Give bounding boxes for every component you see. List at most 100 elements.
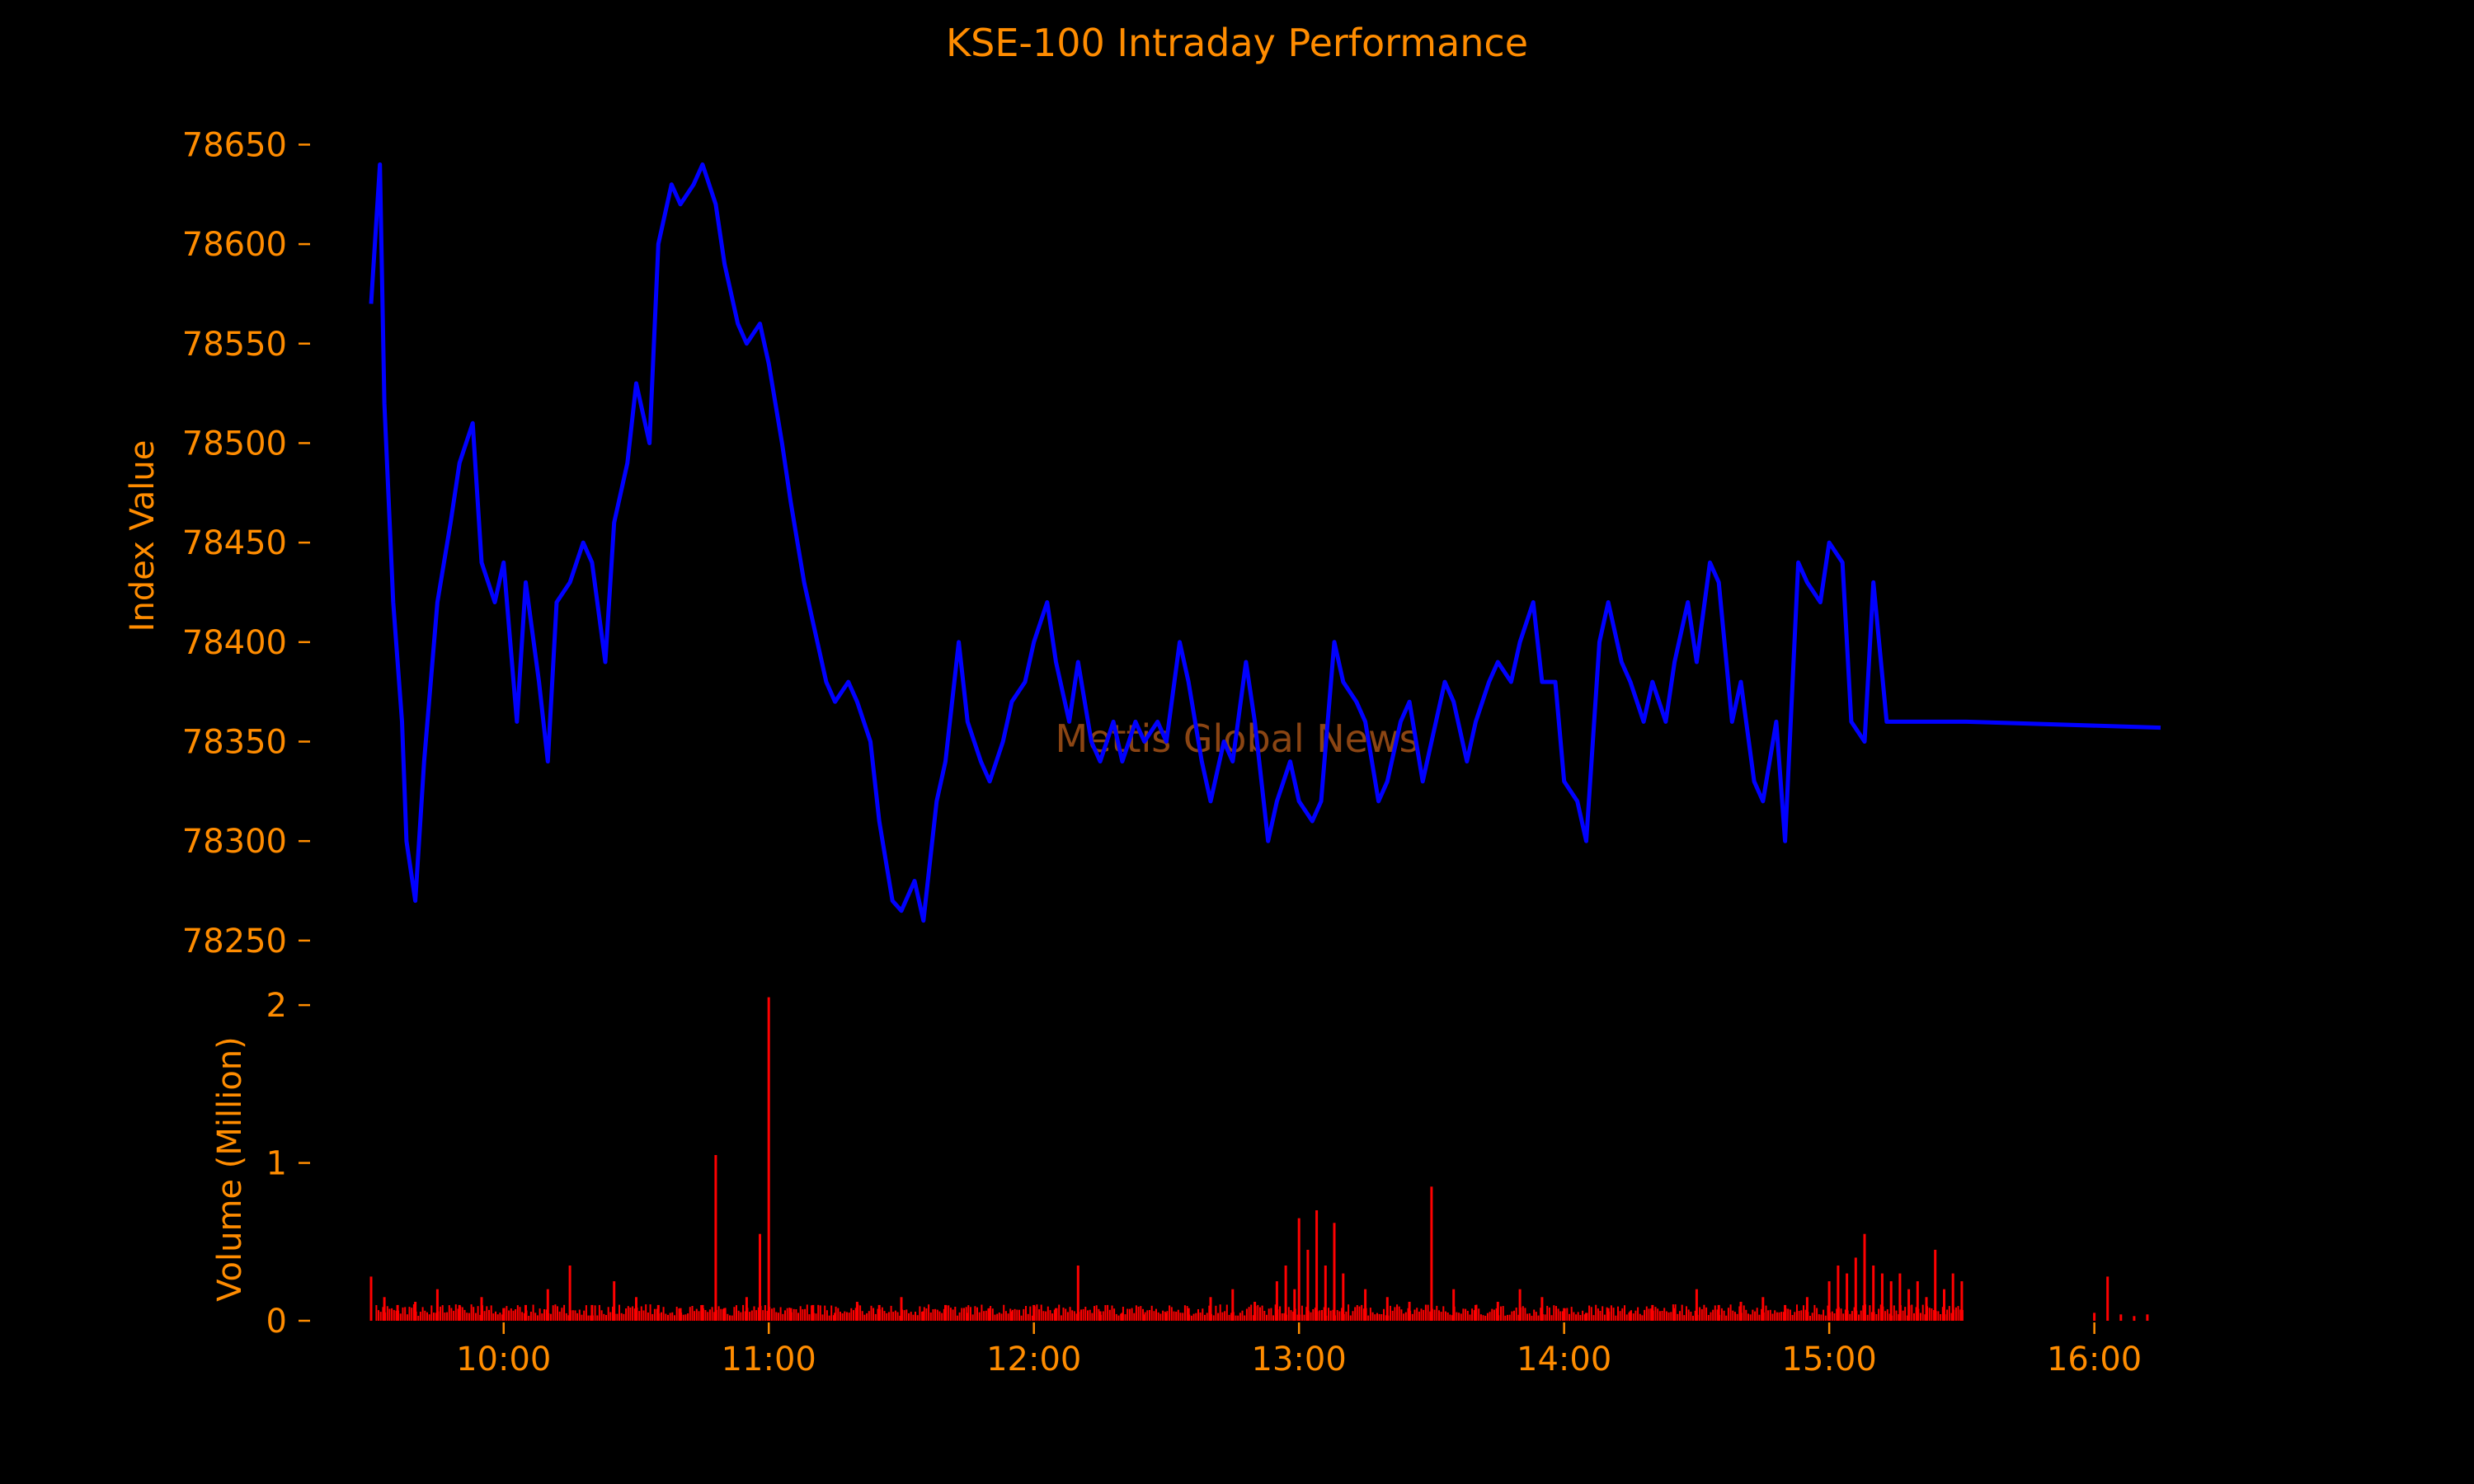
volume-bar (1407, 1308, 1409, 1321)
volume-bar (1961, 1310, 1964, 1321)
volume-bar (1133, 1313, 1136, 1321)
volume-bar (1946, 1309, 1949, 1321)
volume-bar (1091, 1313, 1094, 1321)
volume-bar (1588, 1305, 1591, 1321)
volume-bar (943, 1308, 945, 1321)
volume-bar (525, 1310, 528, 1321)
volume-bar (791, 1312, 793, 1321)
volume-bar (375, 1305, 378, 1321)
volume-bar (1385, 1315, 1387, 1321)
volume-bar (1608, 1311, 1611, 1321)
volume-bar (1771, 1313, 1774, 1321)
volume-bar (1208, 1305, 1211, 1321)
volume-bar (609, 1312, 612, 1321)
volume-bar (529, 1312, 532, 1321)
volume-bar (1732, 1310, 1734, 1321)
volume-bar (397, 1310, 400, 1321)
volume-bar (1531, 1315, 1533, 1321)
volume-bar (928, 1304, 930, 1321)
volume-bar (1045, 1311, 1047, 1321)
volume-bar (1321, 1310, 1323, 1321)
volume-bar (421, 1307, 424, 1321)
volume-bar (749, 1312, 751, 1321)
volume-bar (1187, 1308, 1190, 1321)
volume-bar (428, 1314, 430, 1321)
volume-bar (868, 1311, 870, 1321)
volume-bar (1378, 1313, 1380, 1321)
volume-bar (1345, 1311, 1348, 1321)
volume-bar (415, 1311, 417, 1321)
volume-bar (1856, 1310, 1858, 1321)
volume-bar (691, 1306, 694, 1321)
volume-bar (759, 1233, 761, 1321)
volume-bar (1559, 1311, 1562, 1321)
volume-bar (1195, 1313, 1197, 1321)
volume-bar (1328, 1308, 1329, 1321)
volume-bar (1862, 1305, 1865, 1321)
volume-bar (393, 1309, 395, 1321)
volume-bar (2133, 1316, 2136, 1321)
volume-bar (1648, 1308, 1650, 1321)
volume-bar (1873, 1312, 1875, 1321)
volume-bar (700, 1305, 703, 1321)
volume-bar (1135, 1305, 1137, 1321)
volume-bar (1252, 1315, 1254, 1321)
volume-bar (1449, 1314, 1451, 1321)
volume-bar (1570, 1307, 1573, 1321)
volume-bar (958, 1312, 961, 1321)
volume-bar (658, 1313, 661, 1321)
volume-bar (1960, 1281, 1964, 1321)
volume-bar (1225, 1304, 1228, 1321)
volume-bar (501, 1314, 504, 1321)
volume-bar (797, 1313, 799, 1321)
volume-bar (1409, 1310, 1412, 1321)
volume-bar (896, 1312, 899, 1321)
volume-bar (1343, 1314, 1345, 1321)
volume-bar (1307, 1310, 1310, 1321)
volume-bar (1619, 1311, 1621, 1321)
volume-bar (1686, 1306, 1687, 1321)
volume-bar (689, 1307, 691, 1321)
volume-bar (539, 1308, 541, 1321)
volume-bar (1749, 1314, 1752, 1321)
volume-bar (1124, 1314, 1126, 1321)
volume-bar (550, 1313, 552, 1321)
volume-bar (2106, 1276, 2109, 1321)
chart-title: KSE-100 Intraday Performance (946, 21, 1528, 65)
volume-bar (1670, 1312, 1672, 1321)
volume-bar (981, 1304, 983, 1321)
volume-bar (987, 1308, 990, 1321)
volume-bar (636, 1308, 638, 1321)
volume-bar (750, 1310, 753, 1321)
volume-bar (1458, 1313, 1460, 1321)
volume-bar (1880, 1273, 1884, 1321)
volume-bar (1933, 1310, 1935, 1321)
volume-bar (1479, 1314, 1482, 1321)
volume-bar (1798, 1311, 1800, 1321)
volume-bar (954, 1307, 957, 1321)
volume-bar (720, 1308, 722, 1321)
volume-bar (1274, 1304, 1277, 1321)
volume-bar (574, 1310, 576, 1321)
volume-bar (1078, 1312, 1080, 1321)
volume-bar (779, 1307, 782, 1321)
volume-bar (1654, 1307, 1657, 1321)
volume-bar (1959, 1309, 1962, 1321)
volume-bar (1162, 1310, 1164, 1321)
volume-bar (965, 1307, 967, 1321)
volume-bar (1496, 1302, 1499, 1321)
volume-bar (837, 1308, 840, 1321)
volume-bar (430, 1305, 433, 1321)
volume-bar (1796, 1304, 1798, 1321)
volume-bar (994, 1314, 996, 1321)
volume-bar (1157, 1312, 1159, 1321)
volume-bar (1018, 1309, 1020, 1321)
volume-bar (1420, 1308, 1423, 1321)
volume-bar (908, 1313, 910, 1321)
volume-bar (384, 1312, 387, 1321)
volume-bar (890, 1305, 892, 1321)
volume-bar (687, 1313, 689, 1321)
volume-bar (1677, 1313, 1679, 1321)
volume-bar (1791, 1315, 1794, 1321)
